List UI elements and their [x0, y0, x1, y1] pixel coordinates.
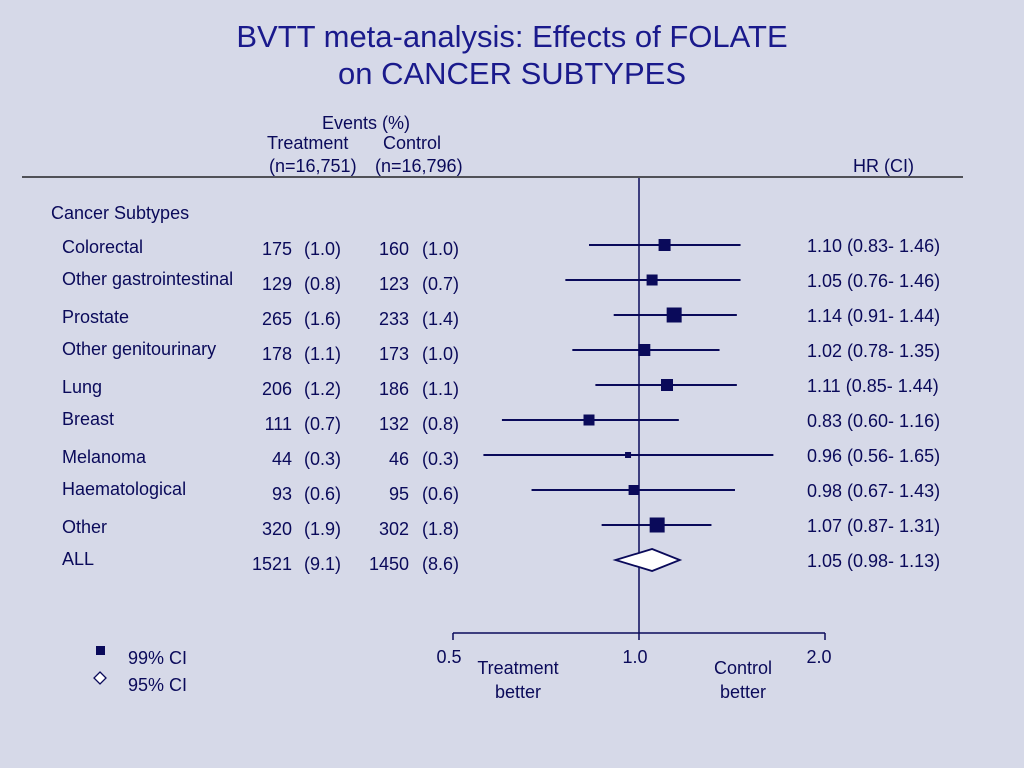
row-label: Prostate — [62, 307, 130, 327]
title-line-2: on CANCER SUBTYPES — [338, 56, 686, 91]
legend-label: 95% CI — [128, 675, 188, 695]
treatment-events: 44 — [271, 449, 292, 469]
hr-square — [628, 485, 639, 495]
row-label: Haematological — [62, 479, 187, 499]
legend-square-symbol — [96, 646, 105, 655]
treatment-events: 175 — [261, 239, 292, 259]
hr-square — [583, 414, 595, 426]
hr-ci-value: 1.10 (0.83- 1.46) — [807, 236, 941, 256]
treatment-percent: (1.6) — [304, 309, 342, 329]
control-percent: (0.7) — [422, 274, 460, 294]
treatment-events: 320 — [261, 519, 292, 539]
control-percent: (8.6) — [422, 554, 460, 574]
row-label: Melanoma — [62, 447, 147, 467]
row-label: Colorectal — [62, 237, 144, 257]
hr-ci-value: 0.96 (0.56- 1.65) — [807, 446, 941, 466]
hr-ci-value: 0.98 (0.67- 1.43) — [807, 481, 941, 501]
legend-label: 99% CI — [128, 648, 188, 668]
treatment-percent: (1.0) — [304, 239, 342, 259]
treatment-events: 111 — [264, 414, 292, 434]
row-label: Other — [62, 517, 108, 537]
treatment-percent: (1.9) — [304, 519, 342, 539]
x-tick-label: 1.0 — [622, 647, 647, 667]
control-percent: (1.8) — [422, 519, 460, 539]
treatment-percent: (0.7) — [304, 414, 342, 434]
control-events: 1450 — [368, 554, 409, 574]
hr-ci-value: 1.05 (0.98- 1.13) — [807, 551, 941, 571]
control-events: 233 — [378, 309, 409, 329]
treatment-percent: (1.1) — [304, 344, 342, 364]
hr-ci-value: 1.02 (0.78- 1.35) — [807, 341, 941, 361]
legend-diamond-symbol — [93, 671, 107, 685]
treatment-percent: (1.2) — [304, 379, 342, 399]
chart-title: BVTT meta-analysis: Effects of FOLATE on… — [0, 18, 1024, 92]
section-label: Cancer Subtypes — [51, 203, 190, 223]
treatment-better-label-2: better — [495, 682, 541, 702]
hr-header: HR (CI) — [853, 156, 914, 176]
control-events: 173 — [378, 344, 409, 364]
treatment-events: 265 — [261, 309, 292, 329]
row-label: Other genitourinary — [62, 339, 217, 359]
control-events: 123 — [378, 274, 409, 294]
control-percent: (1.1) — [422, 379, 460, 399]
x-tick-label: 0.5 — [436, 647, 461, 667]
treatment-events: 206 — [261, 379, 292, 399]
hr-ci-value: 1.07 (0.87- 1.31) — [807, 516, 941, 536]
hr-square — [646, 274, 658, 286]
hr-square — [649, 517, 665, 533]
row-label: ALL — [62, 549, 95, 569]
treatment-header: Treatment — [267, 133, 349, 153]
hr-ci-value: 1.14 (0.91- 1.44) — [807, 306, 941, 326]
hr-square — [638, 344, 651, 356]
control-percent: (1.0) — [422, 344, 460, 364]
treatment-events: 93 — [271, 484, 292, 504]
control-events: 186 — [378, 379, 409, 399]
events-header: Events (%) — [322, 113, 411, 133]
hr-ci-value: 0.83 (0.60- 1.16) — [807, 411, 941, 431]
hr-square — [625, 452, 632, 458]
control-percent: (0.3) — [422, 449, 460, 469]
row-label: Breast — [62, 409, 115, 429]
control-percent: (1.4) — [422, 309, 460, 329]
control-percent: (1.0) — [422, 239, 460, 259]
hr-square — [658, 239, 671, 251]
treatment-percent: (0.8) — [304, 274, 342, 294]
treatment-better-label-1: Treatment — [477, 658, 558, 678]
control-n-header: (n=16,796) — [375, 156, 463, 176]
row-label: Lung — [62, 377, 103, 397]
x-tick-label: 2.0 — [806, 647, 831, 667]
hr-square — [661, 379, 674, 391]
treatment-events: 129 — [261, 274, 292, 294]
control-events: 132 — [378, 414, 409, 434]
control-events: 46 — [388, 449, 409, 469]
hr-ci-value: 1.11 (0.85- 1.44) — [807, 376, 939, 396]
treatment-events: 1521 — [251, 554, 292, 574]
control-better-label-1: Control — [714, 658, 772, 678]
treatment-events: 178 — [261, 344, 292, 364]
treatment-percent: (9.1) — [304, 554, 342, 574]
control-percent: (0.8) — [422, 414, 460, 434]
treatment-n-header: (n=16,751) — [269, 156, 357, 176]
control-events: 302 — [378, 519, 409, 539]
title-line-1: BVTT meta-analysis: Effects of FOLATE — [236, 19, 788, 54]
treatment-percent: (0.3) — [304, 449, 342, 469]
row-label: Other gastrointestinal — [62, 269, 234, 289]
control-events: 160 — [378, 239, 409, 259]
pooled-diamond — [612, 548, 683, 572]
control-header: Control — [383, 133, 442, 153]
control-events: 95 — [388, 484, 409, 504]
hr-ci-value: 1.05 (0.76- 1.46) — [807, 271, 941, 291]
hr-square — [666, 307, 682, 323]
treatment-percent: (0.6) — [304, 484, 342, 504]
control-better-label-2: better — [720, 682, 766, 702]
control-percent: (0.6) — [422, 484, 460, 504]
